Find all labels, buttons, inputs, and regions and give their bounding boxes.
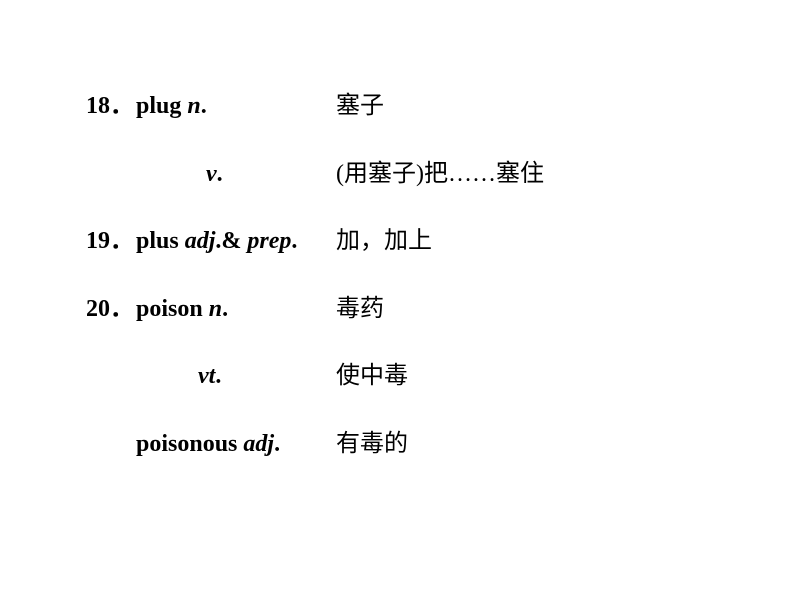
entry-definition: 加，加上 <box>336 225 432 259</box>
entry-term: v. <box>136 158 336 192</box>
entry-word: poisonous <box>136 431 243 457</box>
entry-pos: adj <box>185 228 216 254</box>
entry-pos: n <box>187 93 200 119</box>
entry-row: 18． plug n. 塞子 <box>86 90 706 124</box>
entry-row: 20． poison n. 毒药 <box>86 293 706 327</box>
entry-definition: (用塞子)把……塞住 <box>336 158 544 192</box>
entry-row: vt. 使中毒 <box>86 360 706 394</box>
entry-tail: . <box>222 296 228 322</box>
entry-tail: . <box>274 431 280 457</box>
entry-tail: . <box>291 228 297 254</box>
entry-pos: vt <box>198 363 215 389</box>
entry-word: plus <box>136 228 185 254</box>
entry-definition: 使中毒 <box>336 360 408 394</box>
entry-pos: n <box>209 296 222 322</box>
entry-mid: .& <box>215 228 247 254</box>
entry-word: poison <box>136 296 209 322</box>
entry-pos2: prep <box>247 228 291 254</box>
entry-tail: . <box>201 93 207 119</box>
entry-pos: adj <box>243 431 274 457</box>
entry-row: 19． plus adj.& prep. 加，加上 <box>86 225 706 259</box>
entry-term: poison n. <box>136 293 336 327</box>
vocabulary-list: 18． plug n. 塞子 v. (用塞子)把……塞住 19． plus ad… <box>86 90 706 496</box>
entry-definition: 毒药 <box>336 293 384 327</box>
entry-tail: . <box>217 161 223 187</box>
entry-number: 19． <box>86 225 136 259</box>
entry-definition: 有毒的 <box>336 428 408 462</box>
entry-definition: 塞子 <box>336 90 384 124</box>
entry-row: poisonous adj. 有毒的 <box>86 428 706 462</box>
entry-term: poisonous adj. <box>136 428 336 462</box>
entry-number: 20． <box>86 293 136 327</box>
entry-row: v. (用塞子)把……塞住 <box>86 158 706 192</box>
entry-term: plug n. <box>136 90 336 124</box>
entry-number: 18． <box>86 90 136 124</box>
entry-tail: . <box>215 363 221 389</box>
entry-term: plus adj.& prep. <box>136 225 336 259</box>
entry-term: vt. <box>136 360 336 394</box>
entry-word: plug <box>136 93 187 119</box>
entry-pos: v <box>206 161 217 187</box>
